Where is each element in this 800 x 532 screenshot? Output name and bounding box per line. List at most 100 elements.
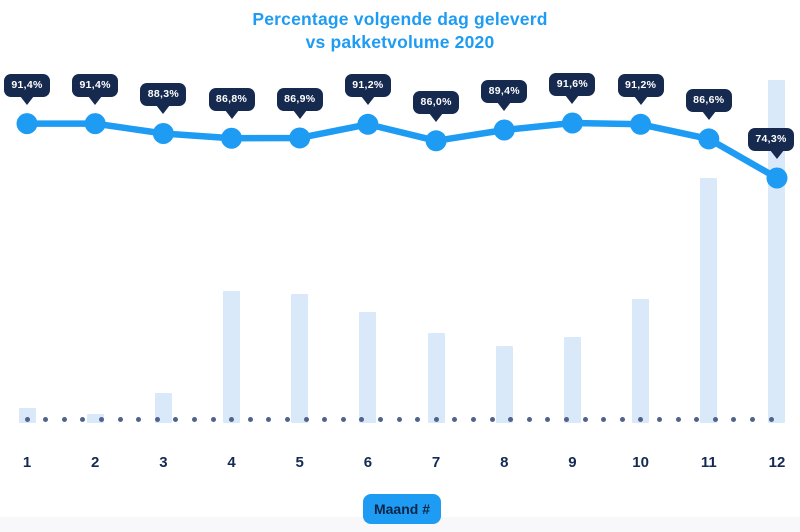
baseline-dot xyxy=(191,416,197,422)
baseline-dot xyxy=(656,416,662,422)
value-label-month-4: 86,8% xyxy=(208,88,255,120)
x-tick-11: 11 xyxy=(700,454,717,471)
value-label-tail xyxy=(292,109,307,119)
value-label-tail xyxy=(224,110,239,120)
value-label-month-1: 91,4% xyxy=(4,73,50,105)
x-tick-10: 10 xyxy=(632,454,649,471)
x-axis-label: Maand # xyxy=(373,501,430,517)
baseline-dot xyxy=(266,416,272,422)
x-tick-6: 6 xyxy=(363,454,373,471)
data-point-month-1 xyxy=(16,113,38,135)
baseline-dot xyxy=(601,416,607,422)
data-point-month-2 xyxy=(84,113,106,135)
baseline-dot xyxy=(768,416,774,422)
chart-title-line-1: Percentage volgende dag geleverd xyxy=(252,9,548,29)
volume-bar-month-7 xyxy=(427,333,445,423)
value-label-month-10: 91,2% xyxy=(617,74,664,106)
x-tick-7: 7 xyxy=(431,454,441,471)
volume-bar-month-5 xyxy=(291,294,309,423)
baseline-dot xyxy=(396,416,402,422)
data-point-month-8 xyxy=(493,119,515,141)
baseline-dot xyxy=(415,416,421,422)
value-label-tail xyxy=(769,150,784,159)
value-label-tail xyxy=(633,96,648,106)
baseline-dot xyxy=(489,416,495,422)
baseline-dot xyxy=(24,416,30,422)
data-point-month-12 xyxy=(766,167,788,189)
baseline-dot xyxy=(377,416,383,422)
value-label-tail xyxy=(701,110,716,120)
data-point-month-6 xyxy=(357,113,379,135)
chart-title: Percentage volgende dag geleverd vs pakk… xyxy=(0,8,800,54)
volume-bar-month-2 xyxy=(86,414,104,423)
volume-bar-month-4 xyxy=(223,291,241,423)
value-label-tail xyxy=(360,96,375,106)
baseline-dot xyxy=(731,416,737,422)
line-path xyxy=(23,119,781,182)
baseline-dot xyxy=(619,416,625,422)
baseline-dot xyxy=(675,416,681,422)
x-tick-1: 1 xyxy=(22,454,32,471)
volume-bar-month-9 xyxy=(563,337,581,423)
baseline-dot xyxy=(340,416,346,422)
baseline-dot xyxy=(749,416,755,422)
baseline-dot xyxy=(526,416,532,422)
baseline-dot xyxy=(210,416,216,422)
chart-title-line-2: vs pakketvolume 2020 xyxy=(305,32,495,52)
x-tick-9: 9 xyxy=(568,454,577,471)
baseline-dot xyxy=(359,416,365,422)
volume-bar-month-12 xyxy=(768,80,786,423)
baseline-dot xyxy=(433,416,439,422)
x-tick-5: 5 xyxy=(295,454,304,471)
x-tick-3: 3 xyxy=(159,454,168,471)
baseline-dot xyxy=(154,416,160,422)
value-label-tail xyxy=(429,112,444,122)
baseline-dot xyxy=(247,416,253,422)
volume-bar-month-1 xyxy=(18,408,36,423)
x-tick-8: 8 xyxy=(500,454,509,471)
value-label-tail xyxy=(88,95,103,105)
volume-bar-month-10 xyxy=(632,299,650,423)
x-tick-4: 4 xyxy=(227,454,236,471)
data-point-month-10 xyxy=(630,113,652,135)
value-label-month-5: 86,9% xyxy=(276,87,323,119)
baseline-dot xyxy=(284,416,290,422)
value-label-month-8: 89,4% xyxy=(481,79,528,111)
baseline-dot xyxy=(229,416,235,422)
value-label-month-12: 74,3% xyxy=(748,128,794,159)
baseline-dot xyxy=(136,416,142,422)
baseline-dot xyxy=(712,416,718,422)
x-tick-12: 12 xyxy=(768,454,786,471)
x-tick-2: 2 xyxy=(91,454,100,471)
baseline-dot xyxy=(582,416,588,422)
value-label-month-9: 91,6% xyxy=(549,73,596,104)
baseline-dot xyxy=(470,416,476,422)
baseline-dot xyxy=(508,416,514,422)
value-label-tail xyxy=(156,105,171,115)
data-point-month-3 xyxy=(152,122,174,144)
data-point-month-5 xyxy=(289,127,311,149)
baseline-dot xyxy=(173,416,179,422)
value-label-tail xyxy=(497,101,512,111)
data-point-month-4 xyxy=(221,127,243,149)
data-point-month-9 xyxy=(561,112,583,134)
baseline-dot xyxy=(694,416,700,422)
baseline-dot xyxy=(452,416,458,422)
volume-bar-month-6 xyxy=(359,312,377,423)
volume-bar-month-8 xyxy=(495,346,513,423)
baseline-dot xyxy=(98,416,104,422)
value-label-month-3: 88,3% xyxy=(140,83,187,115)
baseline-dot xyxy=(61,416,67,422)
baseline-dot xyxy=(117,416,123,422)
x-axis-label-badge: Maand # xyxy=(363,494,441,524)
value-label-month-11: 86,6% xyxy=(685,88,732,120)
baseline-dot xyxy=(43,416,49,422)
baseline-dot xyxy=(545,416,551,422)
volume-bar-month-3 xyxy=(154,393,172,423)
baseline-dot xyxy=(322,416,328,422)
data-point-month-11 xyxy=(698,128,720,150)
data-point-month-7 xyxy=(425,130,447,152)
value-label-month-6: 91,2% xyxy=(344,74,391,106)
value-label-tail xyxy=(565,95,580,104)
